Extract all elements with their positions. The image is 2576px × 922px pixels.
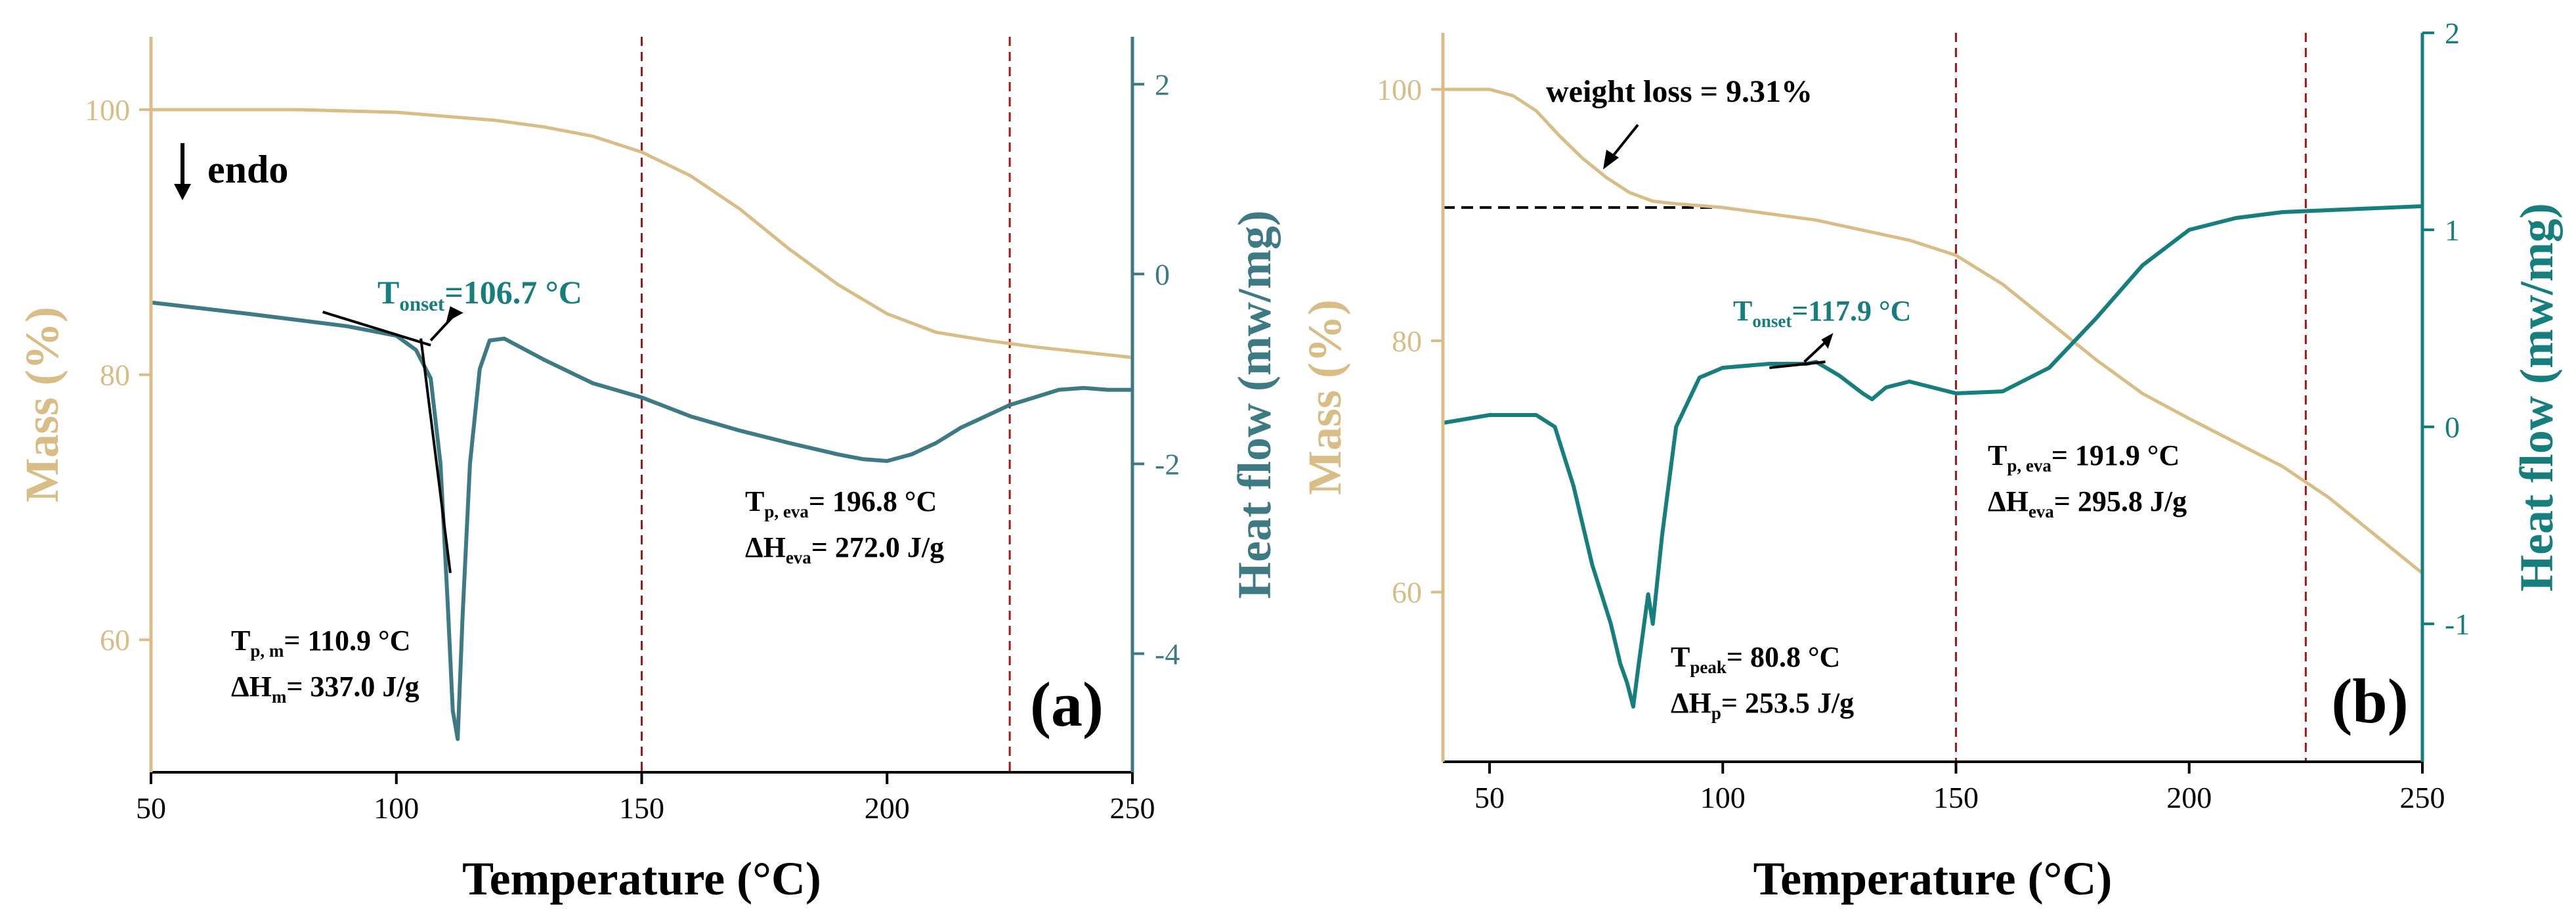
onset-tangent-baseline (322, 311, 431, 347)
tp-m-annotation: Tp, m= 110.9 °C (231, 625, 410, 661)
y-right-tick-label: -1 (2445, 607, 2470, 641)
dh-eva-annotation: ΔHeva= 272.0 J/g (745, 531, 944, 567)
y-left-tick-label: 80 (100, 359, 130, 392)
panel-label: (b) (2331, 666, 2408, 736)
onset-pointer-head (446, 306, 463, 322)
y-left-tick-label: 80 (1392, 324, 1422, 358)
onset-tangent-line (1769, 361, 1826, 369)
heat-flow-series-line (150, 300, 1132, 741)
x-tick-label: 50 (136, 791, 166, 825)
x-tick-label: 50 (1474, 781, 1505, 814)
chart-panel-b: 50 100 150 200 250 60 80 100 -1 0 1 2 Temperature (°… (1299, 16, 2563, 905)
panel-label: (a) (1030, 669, 1104, 739)
x-tick-label: 150 (1933, 781, 1979, 814)
x-tick-label: 100 (374, 791, 419, 825)
y-right-tick-label: 2 (1155, 68, 1170, 101)
tp-eva-annotation: Tp, eva= 191.9 °C (1988, 439, 2179, 475)
y-left-tick-label: 100 (1377, 73, 1422, 106)
chart-panel-a: 50 100 150 200 250 60 80 100 -4 -2 0 2 Temperature (… (16, 37, 1281, 905)
y-right-axis-title: Heat flow (mw/mg) (1228, 210, 1281, 599)
tpeak-annotation: Tpeak= 80.8 °C (1671, 641, 1840, 677)
x-tick-label: 250 (1110, 791, 1155, 825)
onset-pointer-head (1821, 333, 1834, 349)
y-right-axis-title: Heat flow (mw/mg) (2510, 203, 2563, 592)
dh-m-annotation: ΔHm= 337.0 J/g (231, 670, 419, 707)
y-right-tick-label: 0 (1155, 257, 1170, 291)
y-left-axis-title: Mass (%) (1299, 299, 1351, 495)
y-left-tick-label: 60 (100, 623, 130, 657)
onset-annotation: Tonset=117.9 °C (1733, 295, 1911, 331)
weight-loss-arrow-head (1603, 150, 1619, 169)
tp-eva-annotation: Tp, eva= 196.8 °C (745, 485, 937, 521)
x-tick-label: 200 (865, 791, 910, 825)
onset-pointer-line (429, 315, 454, 341)
weight-loss-arrow-line (1610, 123, 1639, 159)
weight-loss-annotation: weight loss = 9.31% (1546, 74, 1813, 109)
heat-flow-series-line (1442, 204, 2423, 709)
endo-label: endo (207, 148, 288, 191)
onset-annotation: Tonset=106.7 °C (377, 274, 582, 315)
y-right-tick-label: 0 (2445, 410, 2460, 444)
y-right-tick-label: 1 (2445, 213, 2460, 247)
onset-tangent-slope (419, 338, 452, 573)
dh-p-annotation: ΔHp= 253.5 J/g (1671, 687, 1854, 723)
y-right-tick-label: 2 (2445, 16, 2460, 50)
y-left-axis-title: Mass (%) (16, 307, 68, 502)
y-right-tick-label: -2 (1155, 447, 1180, 481)
y-left-tick-label: 100 (85, 93, 130, 127)
x-tick-label: 150 (619, 791, 664, 825)
y-left-tick-label: 60 (1392, 576, 1422, 609)
x-axis-title: Temperature (°C) (462, 852, 821, 905)
x-tick-label: 200 (2166, 781, 2212, 814)
mass-series-line (1443, 87, 2424, 575)
y-right-tick-label: -4 (1155, 637, 1180, 670)
dh-eva-annotation: ΔHeva= 295.8 J/g (1988, 485, 2187, 521)
x-tick-label: 250 (2400, 781, 2445, 814)
x-tick-label: 100 (1700, 781, 1746, 814)
onset-pointer-line (1803, 341, 1826, 363)
endo-arrow-head (174, 184, 191, 200)
mass-series-line (151, 108, 1133, 359)
x-axis-title: Temperature (°C) (1753, 852, 2113, 905)
